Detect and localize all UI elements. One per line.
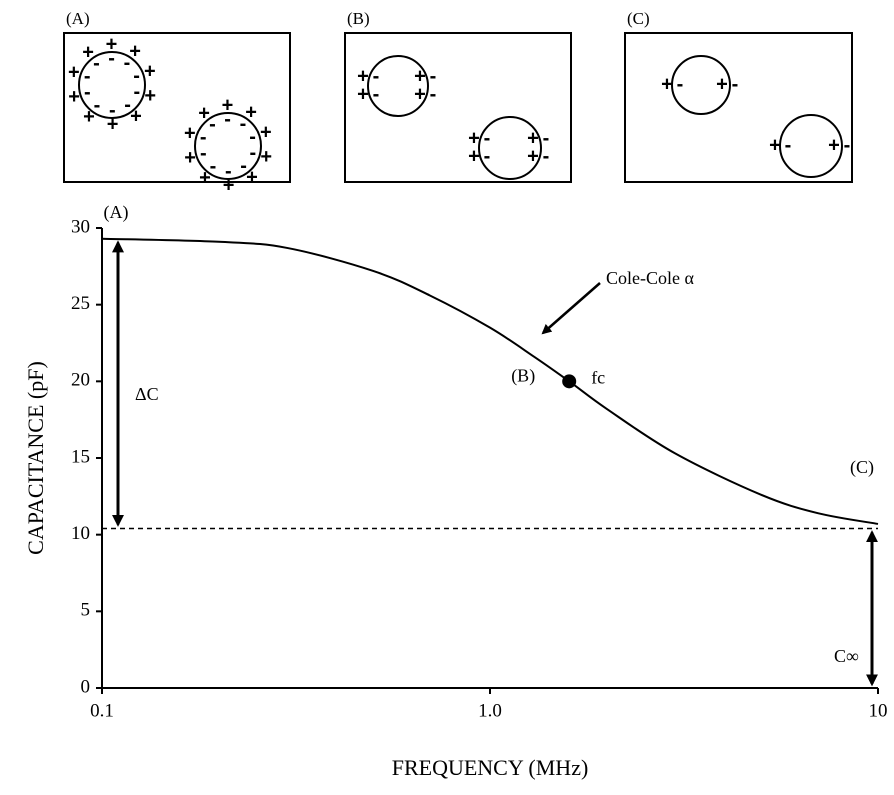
charge: + — [357, 65, 369, 87]
cell — [478, 116, 542, 180]
charge: - — [225, 160, 232, 182]
charge: - — [484, 127, 491, 149]
annotation-arrow — [541, 282, 601, 335]
charge: - — [133, 65, 140, 87]
charge: + — [828, 134, 840, 156]
charge: - — [134, 81, 141, 103]
charge: - — [93, 52, 100, 74]
charge: + — [184, 122, 196, 144]
charge: + — [83, 106, 95, 128]
charge: - — [785, 134, 792, 156]
cell — [78, 51, 146, 119]
y-axis-title: CAPACITANCE (pF) — [23, 361, 48, 555]
charge: + — [198, 102, 210, 124]
charge: - — [200, 143, 207, 165]
charge: - — [732, 73, 739, 95]
fc-point — [562, 374, 577, 389]
charge: - — [109, 99, 116, 121]
charge: - — [84, 82, 91, 104]
charge: + — [414, 65, 426, 87]
annotation: ΔC — [135, 384, 159, 404]
charge: + — [130, 105, 142, 127]
y-tick-label: 5 — [81, 600, 91, 621]
charge: - — [250, 142, 257, 164]
inset-label: (A) — [66, 9, 90, 28]
x-tick-label: 1.0 — [478, 700, 502, 721]
charge: - — [844, 134, 851, 156]
charge: + — [223, 174, 235, 196]
charge: - — [240, 113, 247, 135]
charge: + — [107, 113, 119, 135]
annotation: C∞ — [834, 646, 859, 666]
charge: - — [484, 145, 491, 167]
charge: - — [543, 145, 550, 167]
cell — [367, 55, 429, 117]
charge: + — [769, 134, 781, 156]
charge: + — [527, 127, 539, 149]
x-tick-label: 0.1 — [90, 700, 114, 721]
charge: - — [94, 95, 101, 117]
y-tick-label: 30 — [71, 216, 90, 237]
charge: + — [184, 147, 196, 169]
x-axis-title: FREQUENCY (MHz) — [392, 755, 589, 780]
charge: + — [661, 73, 673, 95]
charge: + — [106, 33, 118, 55]
charge: + — [357, 83, 369, 105]
charge: - — [240, 155, 247, 177]
charge: - — [224, 108, 231, 130]
charge: + — [260, 121, 272, 143]
inset-frame — [344, 32, 572, 183]
y-tick-label: 20 — [71, 370, 90, 391]
charge: + — [222, 94, 234, 116]
charge: - — [84, 66, 91, 88]
cell — [779, 114, 843, 178]
charge: - — [124, 94, 131, 116]
charge: + — [260, 146, 272, 168]
charge: + — [468, 127, 480, 149]
charge: - — [677, 73, 684, 95]
charge: + — [245, 102, 257, 124]
curve — [101, 237, 879, 525]
charge: + — [468, 145, 480, 167]
y-tick-label: 15 — [71, 446, 90, 467]
annotation: (B) — [511, 365, 535, 386]
charge: + — [68, 86, 80, 108]
charge: - — [543, 127, 550, 149]
x-tick-label: 10 — [869, 700, 888, 721]
y-tick-label: 10 — [71, 523, 90, 544]
charge: - — [210, 156, 217, 178]
annotation: Cole-Cole α — [606, 268, 694, 288]
charge: + — [144, 85, 156, 107]
charge: - — [124, 52, 131, 74]
charge: + — [716, 73, 728, 95]
charge: + — [414, 83, 426, 105]
charge: - — [373, 65, 380, 87]
charge: - — [249, 126, 256, 148]
charge: - — [108, 47, 115, 69]
charge: - — [209, 113, 216, 135]
inset-frame — [624, 32, 853, 183]
charge: + — [527, 145, 539, 167]
charge: + — [246, 166, 258, 188]
inset-label: (B) — [347, 9, 370, 28]
charge: + — [68, 61, 80, 83]
annotation: (A) — [104, 202, 129, 223]
annotation: fc — [591, 367, 605, 387]
charge: - — [373, 83, 380, 105]
charge: - — [200, 127, 207, 149]
charge: + — [82, 41, 94, 63]
cell — [194, 112, 262, 180]
inset-label: (C) — [627, 9, 650, 28]
inset-frame — [63, 32, 291, 183]
charge: + — [129, 41, 141, 63]
cell — [671, 55, 731, 115]
charge: + — [199, 167, 211, 189]
y-tick-label: 25 — [71, 293, 90, 314]
annotation: (C) — [850, 457, 874, 478]
charge: - — [430, 65, 437, 87]
charge: + — [144, 60, 156, 82]
charge: - — [430, 83, 437, 105]
y-tick-label: 0 — [81, 676, 91, 697]
